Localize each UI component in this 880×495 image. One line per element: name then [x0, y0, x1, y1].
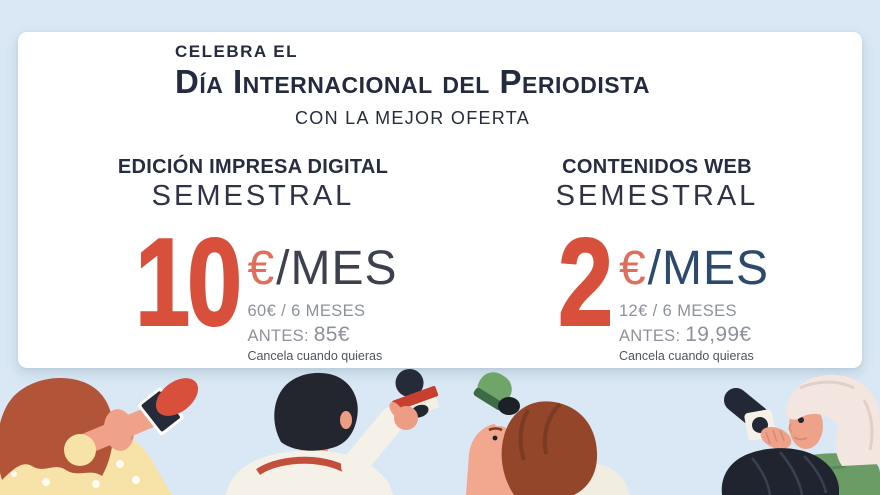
- price-value: 2: [557, 214, 614, 352]
- journalist-man-center-left: [226, 368, 440, 495]
- journalists-right-pair: [721, 374, 880, 495]
- offer-name: EDICIÓN IMPRESA DIGITAL: [117, 156, 389, 178]
- per-month-line: € /MES: [619, 245, 769, 293]
- before-label: ANTES:: [247, 327, 309, 345]
- subkicker-text: CON LA MEJOR OFERTA: [294, 107, 531, 128]
- price-details: € /MES 12€ / 6 MESES ANTES: 19,99€ Cance…: [618, 233, 769, 364]
- journalist-woman-left: [0, 378, 199, 495]
- price-block: 10 € /MES 60€ / 6 MESES ANTES: 85€ Cance…: [93, 214, 413, 364]
- offer-web-content[interactable]: CONTENIDOS WEB SEMESTRAL 2 € /MES 12€ / …: [497, 156, 817, 363]
- before-price: 19,99€: [685, 323, 752, 346]
- per-month-label: /MES: [647, 242, 770, 295]
- before-label: ANTES:: [618, 327, 681, 345]
- euro-symbol: €: [247, 242, 275, 295]
- illustration-journalists: [0, 368, 880, 495]
- price-details: € /MES 60€ / 6 MESES ANTES: 85€ Cancela …: [247, 233, 397, 364]
- offer-period: SEMESTRAL: [151, 180, 355, 212]
- per-month-label: /MES: [276, 242, 398, 295]
- offer-period: SEMESTRAL: [555, 180, 759, 212]
- offer-name: CONTENIDOS WEB: [562, 156, 752, 178]
- cancel-anytime-note: Cancela cuando quieras: [247, 349, 383, 363]
- green-microphone-icon: [473, 372, 520, 415]
- per-month-line: € /MES: [247, 245, 397, 293]
- kicker-text: CELEBRA EL: [175, 42, 298, 61]
- offer-print-digital[interactable]: EDICIÓN IMPRESA DIGITAL SEMESTRAL 10 € /…: [93, 156, 413, 363]
- red-microphone-icon: [155, 378, 199, 416]
- cancel-anytime-note: Cancela cuando quieras: [618, 349, 754, 363]
- page-title: Día Internacional del Periodista: [175, 63, 651, 100]
- before-price-line: ANTES: 85€: [247, 323, 397, 347]
- offer-card: CELEBRA EL Día Internacional del Periodi…: [18, 32, 862, 368]
- banner-header: CELEBRA EL Día Internacional del Periodi…: [175, 42, 650, 129]
- total-price: 12€ / 6 MESES: [618, 302, 737, 320]
- euro-symbol: €: [618, 242, 646, 295]
- price-value: 10: [134, 214, 243, 352]
- journalist-man-center-right: [466, 372, 630, 495]
- before-price-line: ANTES: 19,99€: [619, 323, 769, 347]
- price-block: 2 € /MES 12€ / 6 MESES ANTES: 19,99€ Can…: [497, 214, 817, 364]
- total-price: 60€ / 6 MESES: [247, 302, 366, 320]
- before-price: 85€: [313, 323, 350, 346]
